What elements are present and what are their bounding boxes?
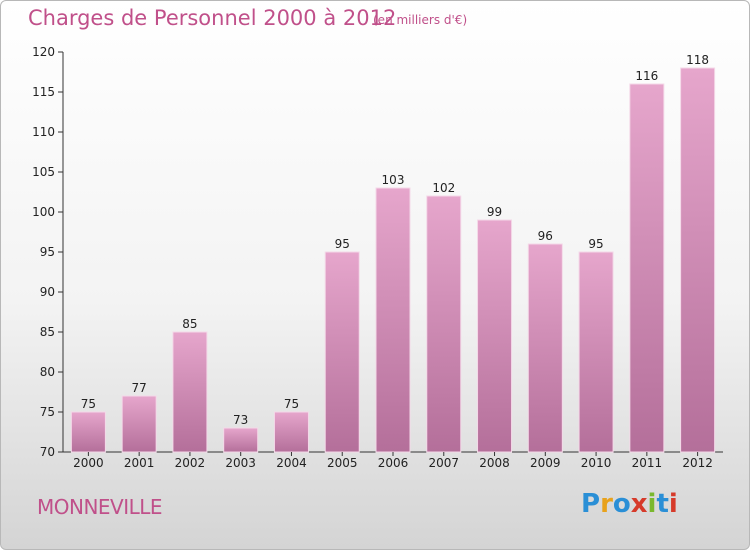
data-label-2009: 96 [538, 229, 553, 243]
y-tick-label: 110 [32, 125, 55, 139]
x-tick-label: 2011 [632, 456, 663, 470]
logo-letter: r [600, 489, 613, 519]
data-label-2005: 95 [335, 237, 350, 251]
y-tick-label: 75 [40, 405, 55, 419]
bar-2009 [527, 243, 563, 453]
data-label-2002: 85 [182, 317, 197, 331]
logo-letter: i [647, 489, 657, 519]
logo-letter: P [581, 489, 601, 519]
data-label-2008: 99 [487, 205, 502, 219]
data-label-2003: 73 [233, 413, 248, 427]
bar-2007 [426, 195, 462, 453]
bar-2010 [578, 251, 614, 453]
x-tick-label: 2007 [428, 456, 459, 470]
y-tick-label: 100 [32, 205, 55, 219]
x-tick-label: 2004 [276, 456, 307, 470]
y-tick-label: 95 [40, 245, 55, 259]
x-tick-label: 2005 [327, 456, 358, 470]
x-tick-label: 2002 [175, 456, 206, 470]
y-tick-label: 70 [40, 445, 55, 459]
bar-2000 [70, 411, 106, 453]
data-label-2010: 95 [588, 237, 603, 251]
data-label-2006: 103 [382, 173, 405, 187]
y-tick-label: 115 [32, 85, 55, 99]
y-tick-label: 90 [40, 285, 55, 299]
y-tick-label: 85 [40, 325, 55, 339]
data-label-2011: 116 [635, 69, 658, 83]
bar-2004 [273, 411, 309, 453]
y-tick-label: 105 [32, 165, 55, 179]
bar-2008 [477, 219, 513, 453]
chart-title: Charges de Personnel 2000 à 2012 [28, 6, 397, 30]
logo-letter: i [668, 489, 678, 519]
logo-letter: o [612, 489, 631, 519]
y-tick-label: 120 [32, 45, 55, 59]
data-label-2012: 118 [686, 53, 709, 67]
logo-letter: t [656, 489, 669, 519]
x-tick-label: 2009 [530, 456, 561, 470]
x-tick-label: 2001 [124, 456, 155, 470]
data-label-2001: 77 [132, 381, 147, 395]
x-tick-label: 2010 [581, 456, 612, 470]
logo-letter: x [630, 489, 648, 519]
bar-2005 [324, 251, 360, 453]
y-tick-label: 80 [40, 365, 55, 379]
bar-2011 [629, 83, 665, 453]
bar-2006 [375, 187, 411, 453]
bar-2001 [121, 395, 157, 453]
x-tick-label: 2000 [73, 456, 104, 470]
x-tick-label: 2006 [378, 456, 409, 470]
proxiti-logo: Proxiti [581, 489, 678, 519]
bar-2003 [223, 427, 259, 453]
bar-2012 [680, 67, 716, 453]
commune-name: MONNEVILLE [37, 495, 163, 519]
x-tick-label: 2003 [225, 456, 256, 470]
x-tick-label: 2008 [479, 456, 510, 470]
data-label-2004: 75 [284, 397, 299, 411]
data-label-2000: 75 [81, 397, 96, 411]
x-tick-label: 2012 [682, 456, 713, 470]
chart-subtitle: (en milliers d'€) [373, 13, 468, 27]
bar-2002 [172, 331, 208, 453]
data-label-2007: 102 [432, 181, 455, 195]
